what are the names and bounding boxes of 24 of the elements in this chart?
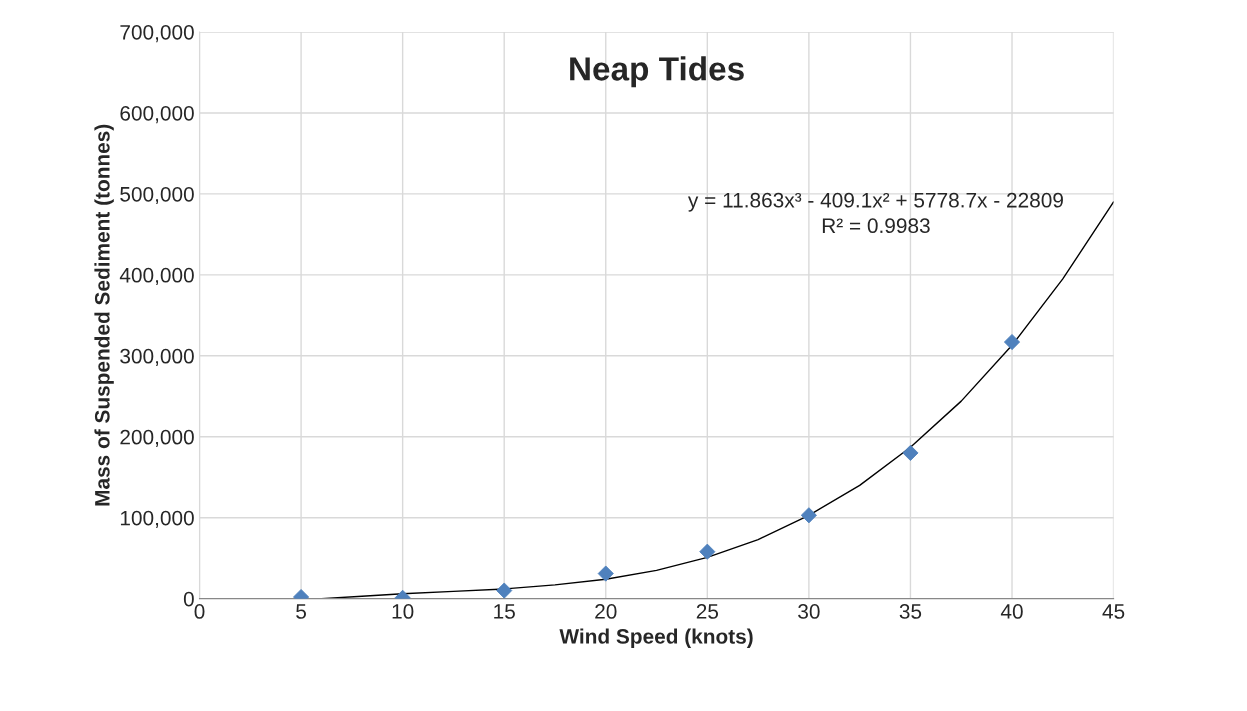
x-tick-label: 15 [494,604,515,619]
x-tick-label: 25 [696,604,719,619]
y-tick-label: 300,000 [120,348,194,367]
y-tick-label: 600,000 [120,105,194,124]
y-tick-label: 500,000 [120,186,194,205]
x-tick-label: 30 [798,604,820,619]
x-tick-label: 45 [1102,604,1125,619]
x-axis-title: Wind Speed (knots) [559,628,753,648]
y-tick-label: 700,000 [120,25,194,43]
x-tick-label: 35 [899,604,922,619]
annotation: y = 11.863x³ - 409.1x² + 5778.7x - 22809 [687,192,1063,212]
y-axis-title: Mass of Suspended Sediment (tonnes) [94,124,114,506]
y-tick-label: 400,000 [119,267,194,286]
y-tick-label: 200,000 [120,429,194,447]
y-tick-label: 0 [183,591,194,607]
point [902,444,919,461]
x-tick-label: 20 [595,604,617,619]
x-tick-label: 40 [1000,604,1023,619]
x-tick-label: 10 [392,604,414,619]
x-tick-label: 5 [296,604,306,619]
y-tick-label: 100,000 [120,510,194,528]
text: Neap Tides [570,56,744,88]
annotation: R² = 0.9983 [822,218,930,234]
x-tick-label: 0 [194,604,205,619]
